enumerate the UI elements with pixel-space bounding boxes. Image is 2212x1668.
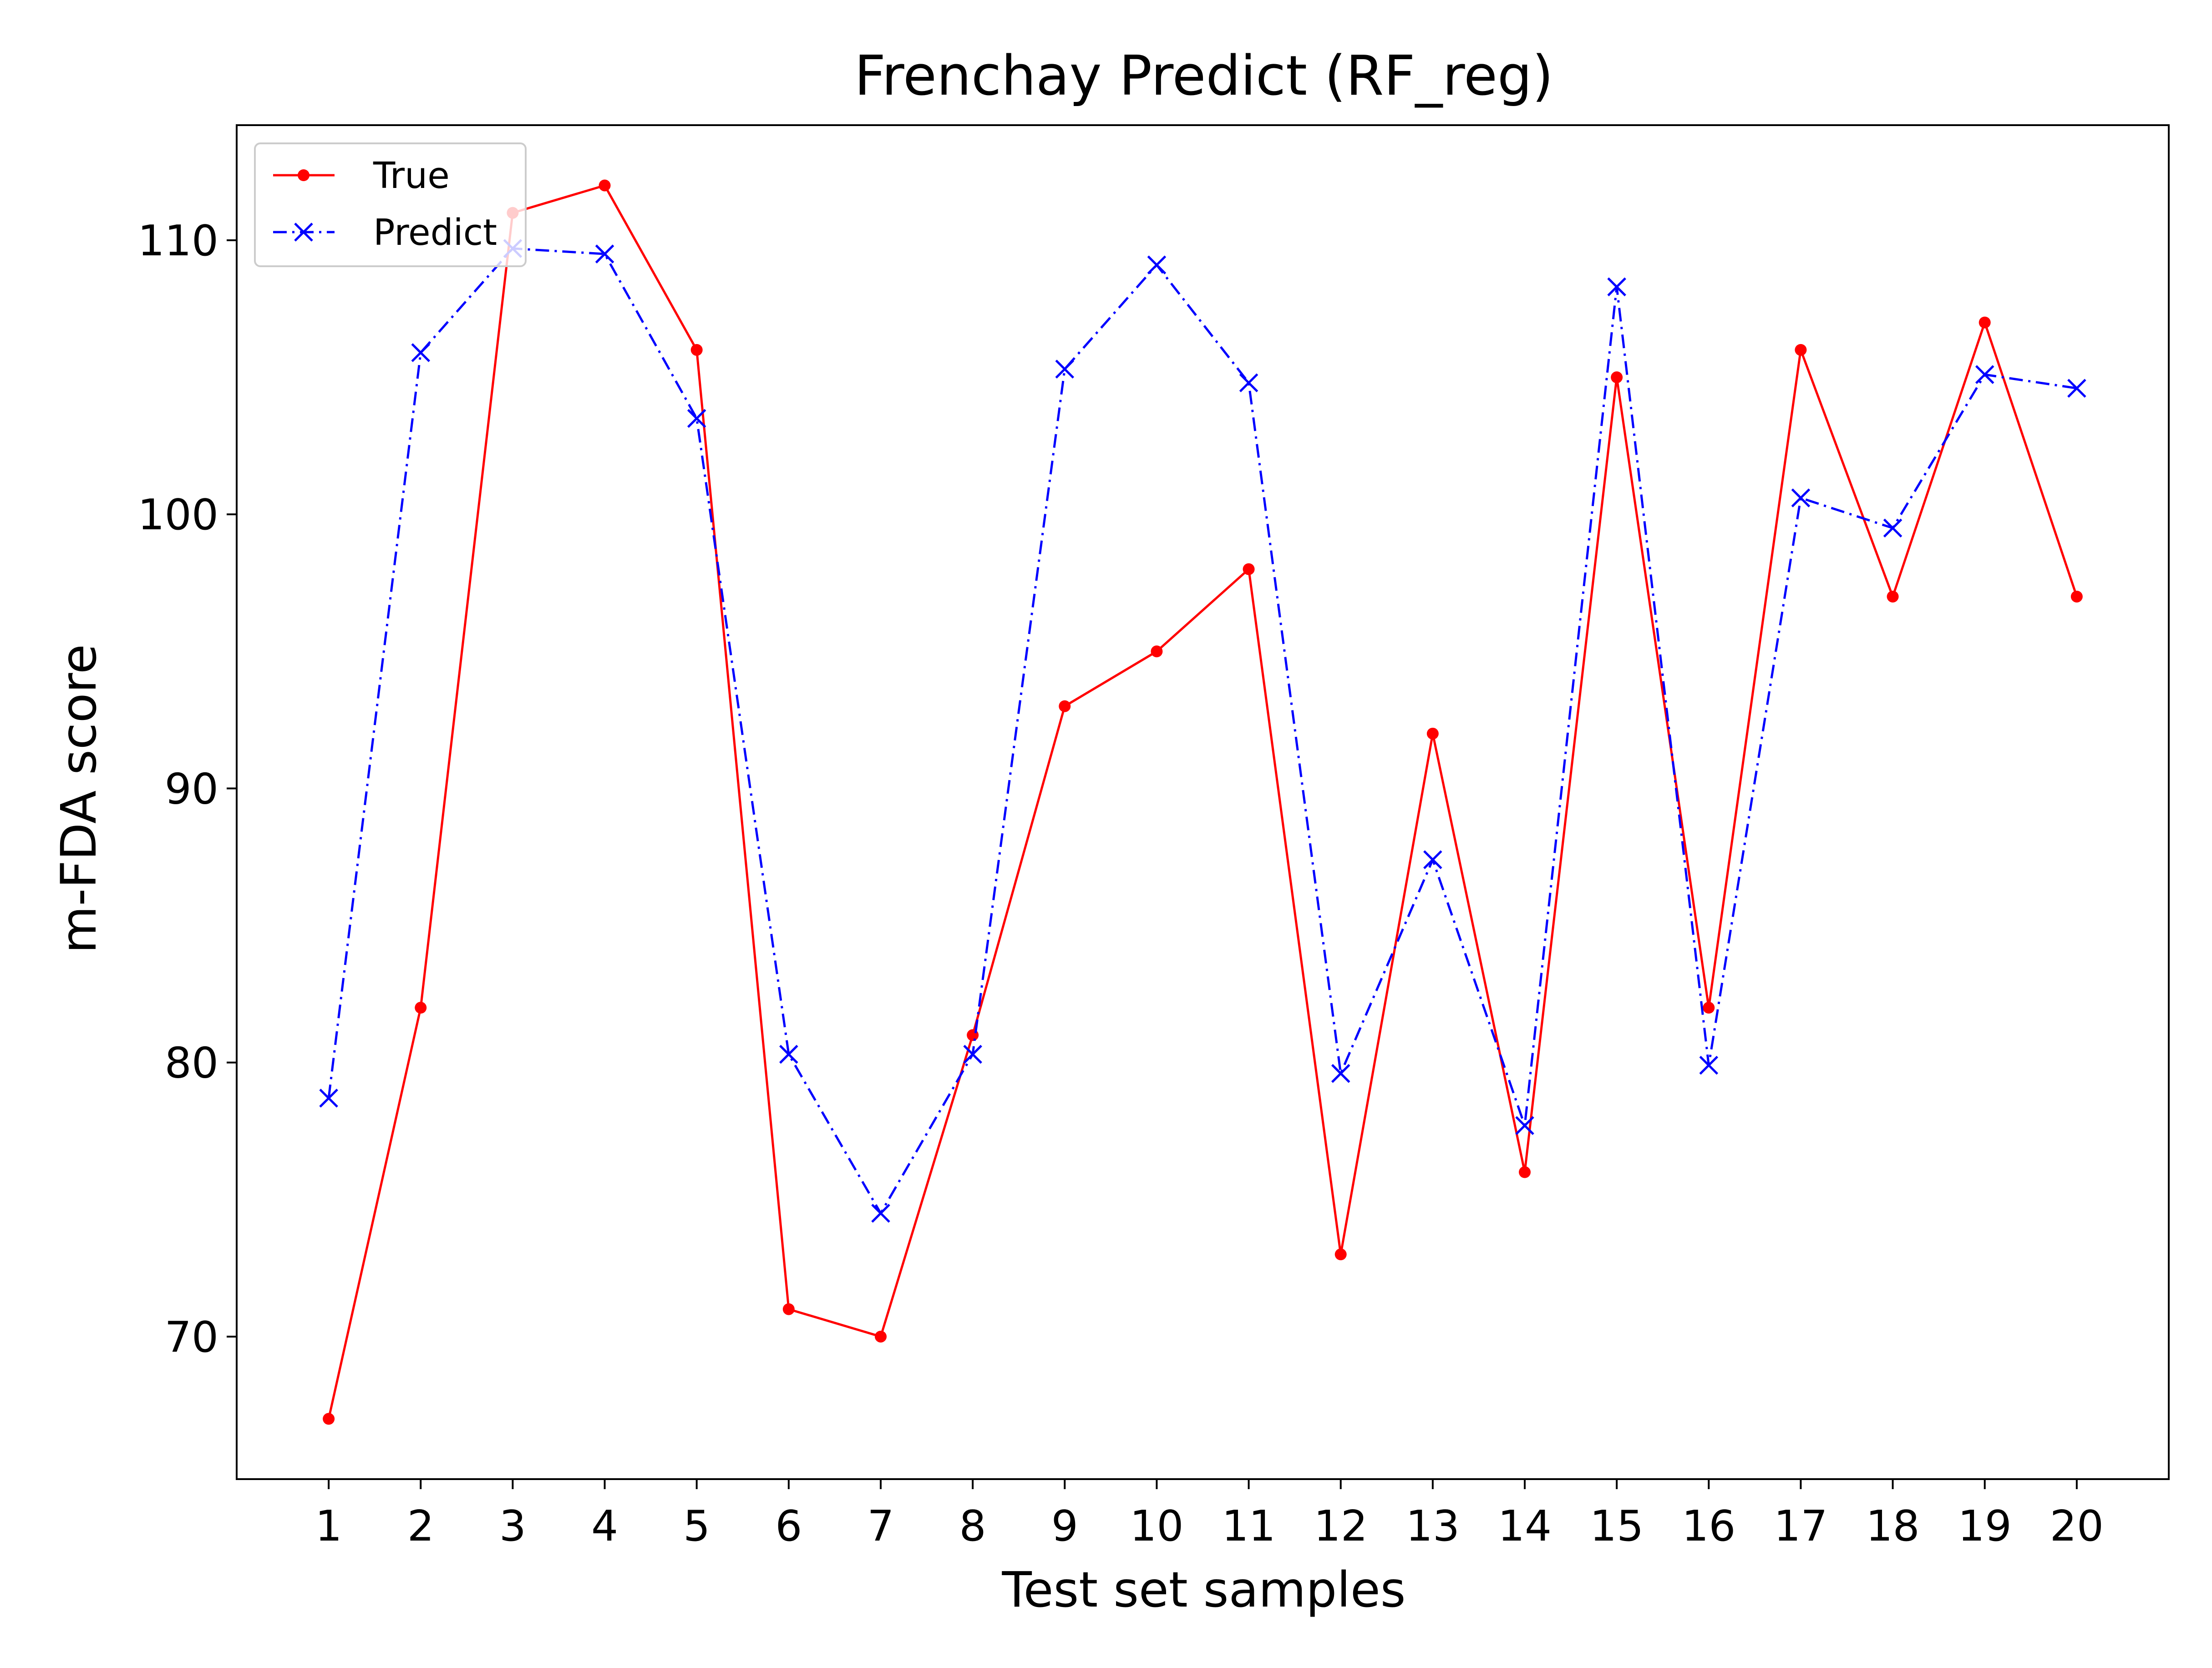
y-tick-label: 110 — [137, 216, 218, 265]
series-true — [323, 179, 2083, 1425]
true-point — [1795, 344, 1807, 356]
true-point — [2070, 590, 2083, 603]
true-point — [1703, 1002, 1715, 1014]
predict-point — [1423, 850, 1442, 869]
plot-area: 1 2 3 4 5 6 7 8 9 10 11 12 13 14 15 16 17 18 19 20708090100… — [137, 124, 2170, 1551]
x-tick-label: 7 — [867, 1501, 894, 1551]
y-tick-label: 70 — [165, 1313, 218, 1362]
x-tick-label: 12 — [1314, 1501, 1368, 1551]
predict-point — [1331, 1064, 1350, 1083]
true-point — [323, 1413, 335, 1425]
predict-point — [411, 343, 431, 362]
chart-title: Frenchay Predict (RF_reg) — [854, 45, 1553, 108]
predict-point — [1147, 255, 1167, 274]
true-point — [1243, 563, 1255, 575]
predict-point — [1883, 518, 1903, 538]
true-point — [875, 1330, 887, 1343]
y-tick-label: 100 — [137, 490, 218, 539]
x-axis-label: Test set samples — [1001, 1562, 1405, 1618]
x-tick-label: 1 — [315, 1501, 342, 1551]
legend-label-predict: Predict — [373, 212, 497, 253]
axes-frame — [236, 124, 2170, 1480]
x-tick-label: 19 — [1958, 1501, 2012, 1551]
predict-point — [1239, 373, 1258, 392]
predict-point — [963, 1044, 982, 1064]
x-tick-label: 6 — [775, 1501, 802, 1551]
x-tick-label: 15 — [1590, 1501, 1644, 1551]
x-tick-label: 13 — [1406, 1501, 1460, 1551]
true-point — [1519, 1166, 1531, 1178]
x-tick-label: 3 — [499, 1501, 526, 1551]
x-tick-label: 17 — [1774, 1501, 1827, 1551]
x-tick-label: 14 — [1498, 1501, 1552, 1551]
x-tick-label: 11 — [1222, 1501, 1275, 1551]
y-axis-label: m-FDA score — [51, 644, 107, 953]
true-point — [1151, 645, 1163, 658]
series-line-predict — [327, 247, 2077, 1215]
true-point — [1887, 590, 1899, 603]
true-point — [415, 1002, 427, 1014]
x-tick-label: 8 — [959, 1501, 986, 1551]
true-point — [1334, 1248, 1347, 1261]
predict-point — [1791, 488, 1811, 507]
predict-point — [1975, 365, 1994, 384]
x-tick-label: 2 — [407, 1501, 434, 1551]
true-point — [1059, 700, 1071, 712]
legend-marker-predict — [294, 223, 313, 242]
predict-point — [779, 1044, 798, 1064]
true-point — [1611, 371, 1623, 384]
true-point — [1426, 727, 1439, 740]
predict-point — [1515, 1116, 1534, 1135]
true-point — [782, 1303, 795, 1315]
legend: True Predict — [254, 142, 527, 267]
predict-point — [1055, 360, 1075, 379]
x-tick-label: 20 — [2050, 1501, 2104, 1551]
true-point — [599, 179, 611, 192]
x-tick-label: 9 — [1051, 1501, 1078, 1551]
predict-point — [687, 409, 706, 428]
true-point — [690, 344, 703, 356]
predict-point — [319, 1089, 338, 1108]
predict-point — [1607, 277, 1626, 297]
x-tick-label: 18 — [1866, 1501, 1919, 1551]
predict-point — [595, 244, 614, 264]
true-point — [1979, 316, 1991, 329]
predict-point — [871, 1204, 890, 1223]
x-tick-label: 4 — [591, 1501, 618, 1551]
legend-marker-true — [298, 169, 309, 181]
x-tick-label: 5 — [683, 1501, 710, 1551]
predict-point — [2067, 379, 2086, 398]
x-tick-label: 16 — [1682, 1501, 1735, 1551]
series-line-true — [327, 184, 2078, 1420]
y-tick-label: 90 — [165, 764, 218, 813]
legend-label-true: True — [373, 155, 450, 197]
predict-point — [1699, 1055, 1719, 1075]
y-tick-label: 80 — [165, 1039, 218, 1088]
x-tick-label: 10 — [1130, 1501, 1183, 1551]
